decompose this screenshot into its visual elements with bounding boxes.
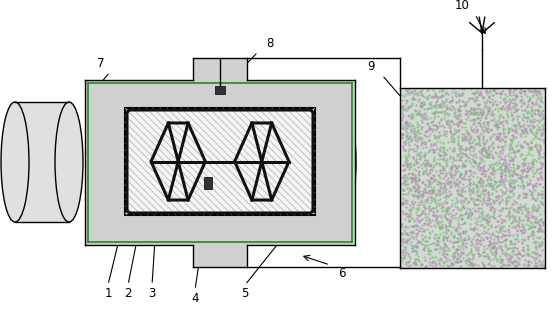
Polygon shape <box>288 102 342 222</box>
Ellipse shape <box>328 102 356 222</box>
Polygon shape <box>193 245 247 267</box>
Polygon shape <box>15 102 69 222</box>
Text: 8: 8 <box>266 37 274 50</box>
Text: 3: 3 <box>148 287 156 300</box>
Text: 7: 7 <box>97 57 104 70</box>
Polygon shape <box>193 58 247 80</box>
Text: 9: 9 <box>367 60 375 73</box>
Polygon shape <box>204 177 212 189</box>
Text: 2: 2 <box>124 287 132 300</box>
Text: 6: 6 <box>338 267 346 280</box>
Polygon shape <box>400 88 545 268</box>
Polygon shape <box>125 108 315 215</box>
Ellipse shape <box>55 102 83 222</box>
Ellipse shape <box>274 102 302 222</box>
Text: 4: 4 <box>191 292 199 305</box>
Text: 5: 5 <box>241 287 249 300</box>
Text: 10: 10 <box>455 0 470 12</box>
Ellipse shape <box>1 102 29 222</box>
Polygon shape <box>85 80 355 245</box>
Text: 1: 1 <box>104 287 112 300</box>
Polygon shape <box>215 86 225 94</box>
